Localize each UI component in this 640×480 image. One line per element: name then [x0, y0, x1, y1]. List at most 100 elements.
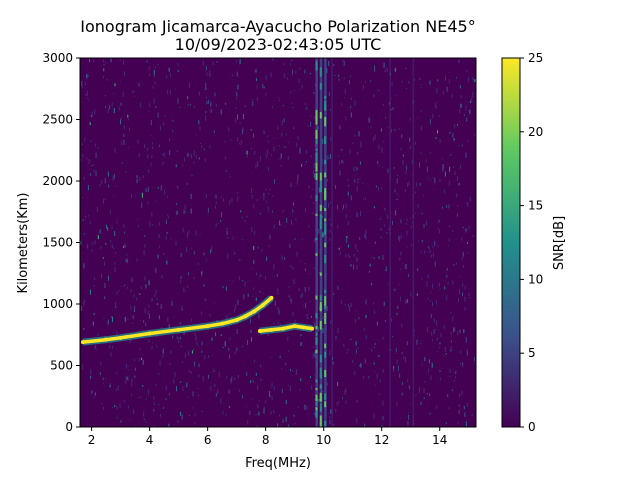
noise-pixel [118, 290, 120, 292]
noise-pixel [378, 90, 380, 92]
noise-pixel [338, 155, 340, 157]
noise-pixel [176, 336, 178, 339]
noise-pixel [90, 369, 92, 375]
noise-pixel [410, 291, 412, 297]
noise-pixel [384, 208, 386, 211]
noise-pixel [453, 138, 455, 142]
noise-pixel [399, 284, 401, 286]
noise-pixel [305, 207, 307, 213]
noise-pixel [237, 136, 239, 142]
noise-pixel [374, 134, 376, 140]
noise-pixel [237, 299, 239, 305]
noise-pixel [392, 368, 394, 372]
noise-pixel [277, 292, 279, 294]
noise-pixel [279, 355, 281, 358]
noise-pixel [420, 125, 422, 131]
noise-pixel [112, 93, 114, 95]
noise-pixel [166, 219, 168, 224]
noise-pixel [350, 264, 352, 267]
noise-pixel [139, 293, 141, 296]
noise-pixel [237, 375, 239, 379]
noise-pixel [84, 299, 86, 304]
noise-pixel [97, 147, 99, 149]
noise-pixel [159, 144, 161, 147]
noise-pixel [207, 374, 209, 379]
noise-pixel [395, 353, 397, 355]
noise-pixel [453, 327, 455, 333]
noise-pixel [187, 152, 189, 157]
noise-pixel [93, 169, 95, 173]
noise-pixel [337, 382, 339, 387]
noise-pixel [451, 340, 453, 343]
noise-pixel [193, 150, 195, 156]
noise-pixel [148, 280, 150, 286]
noise-pixel [444, 286, 446, 290]
noise-pixel [236, 348, 238, 352]
noise-pixel [347, 244, 349, 248]
noise-pixel [145, 398, 147, 400]
noise-pixel [468, 292, 470, 296]
interference-speck [315, 412, 318, 418]
noise-pixel [186, 182, 188, 185]
noise-pixel [436, 320, 438, 326]
o-trace-point [205, 324, 210, 329]
noise-pixel [462, 227, 464, 229]
noise-pixel [87, 74, 89, 78]
noise-pixel [123, 71, 125, 77]
noise-pixel [312, 188, 314, 190]
noise-pixel [462, 362, 464, 366]
x-tick-label: 6 [204, 433, 212, 447]
colorbar-tick-label: 20 [528, 125, 543, 139]
noise-pixel [114, 405, 116, 408]
noise-pixel [99, 371, 101, 375]
noise-pixel [345, 213, 347, 218]
noise-pixel [168, 67, 170, 72]
noise-pixel [290, 182, 292, 188]
noise-pixel [350, 75, 352, 78]
noise-pixel [217, 388, 219, 394]
noise-pixel [337, 285, 339, 290]
x-tick-label: 10 [316, 433, 331, 447]
noise-pixel [257, 246, 259, 249]
noise-pixel [176, 386, 178, 392]
noise-pixel [136, 297, 138, 301]
noise-pixel [122, 91, 124, 97]
noise-pixel [373, 94, 375, 97]
noise-pixel [468, 226, 470, 228]
noise-pixel [162, 348, 164, 354]
noise-pixel [394, 69, 396, 72]
noise-pixel [300, 334, 302, 337]
noise-pixel [226, 169, 228, 172]
noise-pixel [397, 305, 399, 309]
noise-pixel [444, 346, 446, 352]
noise-pixel [152, 342, 154, 344]
noise-pixel [405, 264, 407, 270]
noise-pixel [205, 88, 207, 91]
noise-pixel [327, 155, 329, 160]
noise-pixel [112, 407, 114, 409]
noise-pixel [93, 59, 95, 63]
interference-speck [324, 191, 327, 201]
noise-pixel [195, 155, 197, 159]
interference-speck [319, 272, 322, 276]
noise-pixel [228, 127, 230, 132]
noise-pixel [221, 212, 223, 218]
noise-pixel [144, 308, 146, 314]
noise-pixel [242, 239, 244, 241]
noise-pixel [443, 354, 445, 356]
noise-pixel [407, 414, 409, 420]
noise-pixel [250, 129, 252, 131]
noise-pixel [123, 223, 125, 228]
noise-pixel [432, 252, 434, 258]
noise-pixel [111, 244, 113, 249]
noise-pixel [228, 405, 230, 408]
noise-pixel [169, 363, 171, 366]
noise-pixel [110, 239, 112, 243]
noise-pixel [394, 288, 396, 291]
noise-pixel [203, 252, 205, 256]
noise-pixel [165, 385, 167, 391]
noise-pixel [265, 92, 267, 97]
noise-pixel [341, 160, 343, 164]
noise-pixel [90, 372, 92, 374]
noise-pixel [263, 192, 265, 197]
